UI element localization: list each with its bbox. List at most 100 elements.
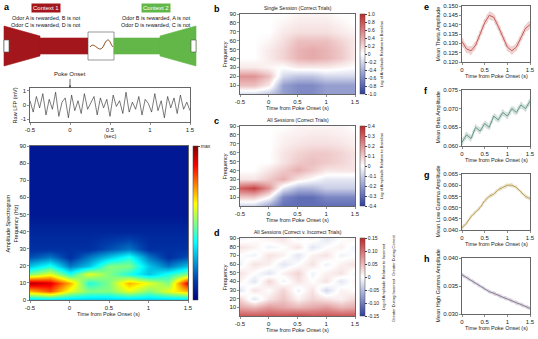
svg-text:0.5: 0.5 [293, 321, 302, 327]
svg-text:b: b [214, 4, 220, 14]
svg-text:1: 1 [325, 211, 329, 217]
svg-text:Log of Amplitude Relative to B: Log of Amplitude Relative to Baseline [379, 20, 384, 87]
svg-text:20: 20 [20, 263, 27, 269]
svg-text:50: 50 [230, 270, 237, 276]
svg-text:1.0: 1.0 [368, 11, 375, 17]
svg-text:70: 70 [230, 252, 237, 258]
svg-text:-0.5: -0.5 [25, 127, 36, 133]
svg-text:(sec): (sec) [104, 133, 116, 139]
svg-text:40: 40 [20, 229, 27, 235]
svg-text:0.045: 0.045 [443, 216, 459, 222]
svg-text:1.5: 1.5 [184, 305, 193, 311]
svg-text:0.1: 0.1 [368, 153, 375, 159]
svg-text:50: 50 [20, 212, 27, 218]
svg-text:30: 30 [230, 176, 237, 182]
svg-text:Time from Poke Onset (s): Time from Poke Onset (s) [266, 105, 329, 111]
svg-text:1: 1 [325, 99, 329, 105]
svg-text:-0.6: -0.6 [368, 75, 377, 81]
svg-text:0.10: 0.10 [368, 248, 378, 254]
svg-text:Time from Poke Onset (s): Time from Poke Onset (s) [77, 311, 140, 317]
svg-text:Time from Poke Onset (s): Time from Poke Onset (s) [465, 325, 528, 331]
svg-text:-0.5: -0.5 [235, 99, 246, 105]
svg-text:0: 0 [68, 305, 72, 311]
svg-text:All Sessions (Correct Trials): All Sessions (Correct Trials) [267, 117, 329, 123]
svg-text:Raw LFP (mV): Raw LFP (mV) [12, 87, 18, 123]
svg-text:-0.3: -0.3 [368, 193, 377, 199]
svg-text:40: 40 [230, 278, 237, 284]
svg-text:60: 60 [230, 38, 237, 44]
svg-text:70: 70 [230, 29, 237, 35]
svg-text:e: e [424, 2, 429, 12]
svg-text:Frequency: Frequency [222, 264, 228, 290]
svg-text:0.4: 0.4 [368, 35, 375, 41]
svg-text:1.5: 1.5 [351, 321, 360, 327]
svg-text:-0.05: -0.05 [368, 287, 380, 293]
svg-text:80: 80 [230, 244, 237, 250]
svg-text:0.035: 0.035 [443, 283, 459, 289]
svg-text:1.5: 1.5 [186, 127, 195, 133]
svg-text:20: 20 [230, 73, 237, 79]
svg-text:0.5: 0.5 [106, 127, 115, 133]
svg-text:0.135: 0.135 [443, 31, 459, 37]
svg-text:10: 10 [230, 194, 237, 200]
svg-text:0.060: 0.060 [443, 182, 459, 188]
svg-text:Time from Poke Onset (s): Time from Poke Onset (s) [266, 327, 329, 333]
svg-text:40: 40 [230, 168, 237, 174]
svg-text:Context 1: Context 1 [33, 5, 59, 11]
svg-text:0.040: 0.040 [443, 227, 459, 233]
svg-text:1.5: 1.5 [526, 235, 535, 241]
svg-text:0: 0 [267, 99, 271, 105]
svg-text:0: 0 [267, 211, 271, 217]
svg-text:Single Session (Correct Trials: Single Session (Correct Trials) [264, 5, 332, 11]
svg-text:0.2: 0.2 [368, 43, 375, 49]
svg-text:0.065: 0.065 [443, 124, 459, 130]
svg-text:Log of Amplitude Relative to B: Log of Amplitude Relative to Baseline [379, 132, 384, 199]
svg-text:90: 90 [230, 11, 237, 17]
svg-text:1: 1 [506, 235, 510, 241]
svg-text:60: 60 [20, 194, 27, 200]
svg-text:1: 1 [506, 67, 510, 73]
svg-text:Context 2: Context 2 [143, 5, 169, 11]
svg-text:Mean High Gamma Amplitude: Mean High Gamma Amplitude [435, 249, 441, 322]
svg-text:70: 70 [230, 141, 237, 147]
svg-text:-1.0: -1.0 [368, 91, 377, 97]
svg-text:Greater During Correct: Greater During Correct [391, 234, 396, 276]
svg-text:0.5: 0.5 [480, 319, 489, 325]
svg-text:60: 60 [230, 261, 237, 267]
svg-text:20: 20 [230, 296, 237, 302]
svg-text:60: 60 [230, 150, 237, 156]
svg-text:30: 30 [20, 246, 27, 252]
svg-text:Odor A is rewarded, B is not: Odor A is rewarded, B is not [12, 15, 81, 21]
svg-text:0.5: 0.5 [480, 67, 489, 73]
svg-text:1: 1 [147, 305, 151, 311]
svg-text:Frequency: Frequency [222, 41, 228, 67]
svg-text:0: 0 [460, 67, 464, 73]
svg-text:-0.5: -0.5 [235, 321, 246, 327]
svg-text:0.070: 0.070 [443, 106, 459, 112]
svg-text:0.5: 0.5 [480, 235, 489, 241]
svg-text:0.150: 0.150 [443, 3, 459, 9]
svg-text:0.2: 0.2 [368, 143, 375, 149]
svg-text:0.075: 0.075 [443, 87, 459, 93]
svg-text:c: c [214, 116, 219, 126]
svg-text:40: 40 [230, 56, 237, 62]
svg-text:0: 0 [68, 127, 72, 133]
svg-text:-0.2: -0.2 [368, 183, 377, 189]
svg-text:0: 0 [368, 51, 371, 57]
svg-text:0: 0 [368, 274, 371, 280]
svg-text:Mean Low Gamma Amplitude: Mean Low Gamma Amplitude [435, 165, 441, 237]
svg-text:0.055: 0.055 [443, 194, 459, 200]
svg-text:0.05: 0.05 [368, 261, 378, 267]
svg-text:Odor C is rewarded, D is not: Odor C is rewarded, D is not [11, 22, 81, 28]
svg-text:10: 10 [230, 82, 237, 88]
svg-text:0: 0 [23, 297, 27, 303]
svg-text:20: 20 [230, 185, 237, 191]
svg-text:-0.15: -0.15 [368, 313, 380, 319]
svg-text:10: 10 [230, 304, 237, 310]
svg-text:0.5: 0.5 [105, 305, 114, 311]
svg-text:0.4: 0.4 [368, 123, 375, 129]
svg-text:0.125: 0.125 [443, 50, 459, 56]
svg-text:-0.1: -0.1 [368, 173, 377, 179]
svg-text:80: 80 [230, 132, 237, 138]
svg-text:-0.10: -0.10 [368, 300, 380, 306]
